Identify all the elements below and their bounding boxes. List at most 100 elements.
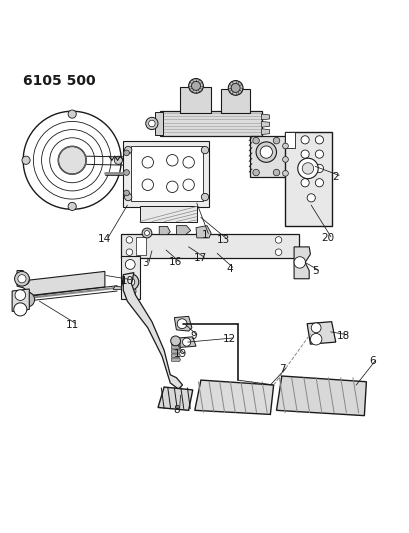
Circle shape	[19, 274, 29, 285]
Polygon shape	[171, 350, 180, 353]
Polygon shape	[261, 122, 269, 127]
Polygon shape	[261, 129, 269, 134]
Circle shape	[272, 138, 279, 144]
Text: 9: 9	[190, 331, 196, 341]
Circle shape	[310, 334, 321, 345]
Circle shape	[310, 323, 320, 333]
Circle shape	[15, 271, 29, 286]
Polygon shape	[171, 346, 180, 349]
Text: 20: 20	[320, 233, 333, 243]
Polygon shape	[194, 380, 273, 415]
Text: 11: 11	[65, 319, 79, 329]
Text: 16: 16	[169, 257, 182, 268]
Text: 13: 13	[216, 235, 229, 245]
Polygon shape	[171, 342, 180, 345]
Circle shape	[125, 260, 135, 269]
Polygon shape	[180, 87, 211, 114]
Polygon shape	[171, 354, 180, 357]
Circle shape	[315, 179, 323, 187]
Circle shape	[256, 142, 276, 163]
Circle shape	[274, 249, 281, 255]
Text: 3: 3	[142, 258, 149, 268]
Polygon shape	[113, 286, 121, 289]
Circle shape	[126, 278, 135, 286]
Bar	[135, 237, 145, 255]
Circle shape	[315, 164, 323, 173]
Polygon shape	[160, 111, 262, 136]
Polygon shape	[249, 136, 286, 176]
Text: 12: 12	[222, 334, 236, 344]
Circle shape	[145, 117, 157, 130]
Text: 14: 14	[98, 233, 111, 244]
Circle shape	[201, 147, 208, 154]
Text: 8: 8	[173, 405, 179, 415]
Circle shape	[231, 84, 240, 92]
Polygon shape	[171, 358, 180, 361]
Text: 6: 6	[369, 356, 375, 366]
Circle shape	[142, 157, 153, 168]
Circle shape	[124, 147, 132, 154]
Circle shape	[124, 285, 136, 297]
Circle shape	[297, 158, 317, 179]
Text: 6105 500: 6105 500	[23, 74, 96, 87]
Circle shape	[142, 179, 153, 190]
Circle shape	[15, 290, 25, 301]
Polygon shape	[196, 225, 211, 238]
Polygon shape	[178, 337, 196, 348]
Circle shape	[274, 237, 281, 243]
Circle shape	[201, 193, 208, 201]
Circle shape	[124, 169, 129, 175]
Polygon shape	[121, 256, 139, 299]
Text: 19: 19	[173, 349, 187, 359]
Circle shape	[124, 150, 129, 156]
Text: 4: 4	[226, 263, 232, 273]
Polygon shape	[306, 321, 335, 344]
Polygon shape	[284, 132, 294, 148]
Circle shape	[182, 179, 194, 190]
Polygon shape	[157, 387, 192, 410]
Circle shape	[170, 336, 180, 346]
Polygon shape	[261, 114, 269, 120]
Text: 1: 1	[201, 230, 208, 240]
Circle shape	[315, 136, 323, 144]
Circle shape	[300, 150, 308, 158]
Circle shape	[182, 157, 194, 168]
Circle shape	[114, 156, 122, 164]
Circle shape	[272, 169, 279, 176]
Circle shape	[166, 181, 178, 192]
Polygon shape	[131, 146, 202, 201]
Circle shape	[124, 193, 132, 201]
Circle shape	[144, 231, 149, 236]
Circle shape	[14, 303, 27, 316]
Polygon shape	[17, 271, 105, 295]
Polygon shape	[123, 141, 209, 207]
Polygon shape	[293, 247, 310, 279]
Text: 2: 2	[332, 172, 338, 182]
Text: 7: 7	[279, 365, 285, 375]
Polygon shape	[176, 225, 190, 235]
Circle shape	[188, 78, 203, 93]
Polygon shape	[159, 227, 170, 235]
Circle shape	[126, 237, 133, 243]
Polygon shape	[155, 112, 162, 135]
Circle shape	[18, 274, 26, 283]
Circle shape	[300, 164, 308, 173]
Circle shape	[282, 171, 288, 176]
Text: 5: 5	[311, 266, 318, 277]
Circle shape	[228, 80, 243, 95]
Polygon shape	[221, 89, 249, 114]
Circle shape	[300, 136, 308, 144]
Circle shape	[252, 138, 259, 144]
Polygon shape	[121, 234, 298, 259]
Circle shape	[126, 249, 133, 255]
Circle shape	[148, 120, 155, 127]
Circle shape	[122, 274, 139, 290]
Circle shape	[293, 257, 305, 268]
Circle shape	[177, 319, 187, 329]
Circle shape	[315, 150, 323, 158]
Polygon shape	[284, 132, 331, 225]
Circle shape	[301, 163, 313, 174]
Circle shape	[166, 155, 178, 166]
Circle shape	[58, 147, 85, 174]
Circle shape	[282, 143, 288, 149]
